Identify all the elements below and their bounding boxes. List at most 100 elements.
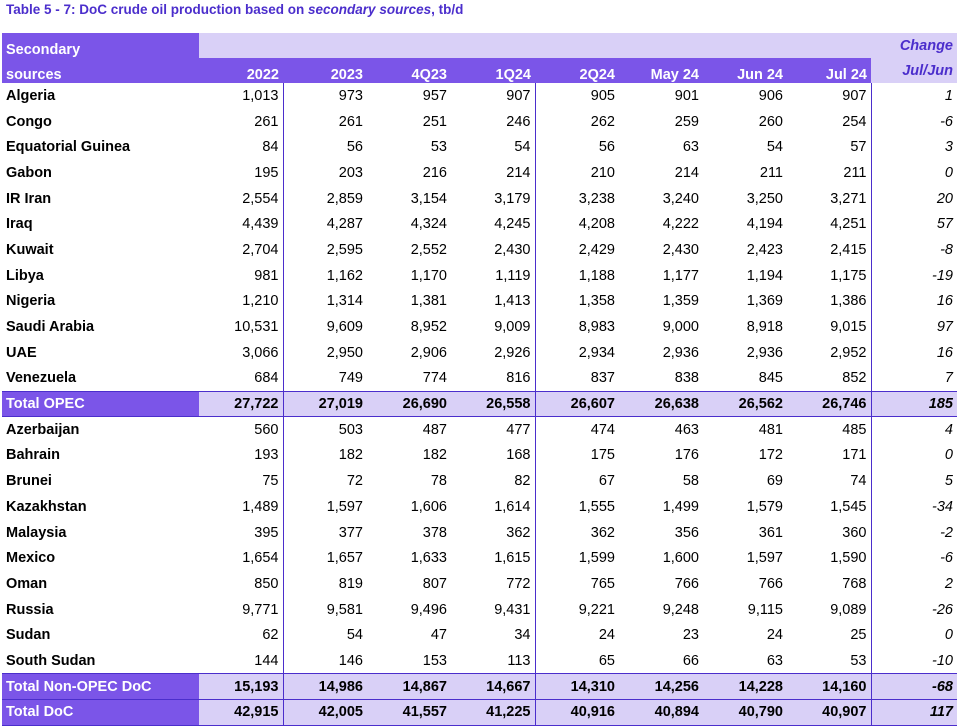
value-cell: 9,221 (534, 596, 619, 623)
row-label: UAE (6, 344, 37, 361)
value-cell: 362 (506, 524, 531, 541)
value-cell: 377 (282, 519, 367, 546)
value-cell: 4,324 (410, 216, 447, 233)
change-cell: 7 (870, 365, 957, 392)
value-cell: 2,429 (534, 237, 619, 263)
row-label: Mexico (6, 550, 56, 567)
value-cell: 40,916 (534, 699, 619, 726)
value-cell: 487 (422, 422, 447, 439)
table-row: Kazakhstan 1,489 1,597 1,606 1,614 1,555 1,499… (2, 494, 957, 520)
row-label: Azerbaijan (6, 422, 80, 439)
value-cell: 485 (842, 422, 867, 439)
row-label: Kuwait (6, 241, 54, 258)
value-cell: 8,983 (534, 314, 619, 340)
value-cell: 1,210 (242, 293, 279, 310)
table-row: South Sudan 144 146 153 113 65 66 63 53 -10 (2, 648, 957, 674)
value-cell: 378 (422, 524, 447, 541)
table-row: Venezuela 684 749 774 816 837 838 845 852 7 (2, 365, 957, 392)
table-row: Russia 9,771 9,581 9,496 9,431 9,221 9,248 9,11… (2, 596, 957, 623)
value-cell: 260 (758, 113, 783, 130)
change-cell: 97 (870, 314, 957, 340)
value-cell: 819 (282, 571, 367, 597)
value-cell: 2,704 (242, 241, 279, 258)
column-header: 2023 (283, 58, 367, 83)
value-cell: 463 (674, 422, 699, 439)
value-cell: 195 (254, 164, 279, 181)
header-change: Change (871, 33, 957, 58)
value-cell: 26,607 (534, 390, 619, 418)
value-cell: 1,359 (662, 293, 699, 310)
table-row: Mexico 1,654 1,657 1,633 1,615 1,599 1,600 1,59… (2, 545, 957, 572)
value-cell: 25 (850, 627, 867, 644)
column-header: 4Q23 (367, 58, 451, 83)
value-cell: 560 (254, 422, 279, 439)
change-cell: 57 (870, 211, 957, 238)
value-cell: 176 (674, 447, 699, 464)
row-label: IR Iran (6, 190, 52, 207)
value-cell: 1,162 (282, 262, 367, 289)
value-cell: 26,562 (703, 390, 787, 418)
value-cell: 63 (682, 139, 699, 156)
value-cell: 2,950 (282, 339, 367, 366)
value-cell: 24 (766, 627, 783, 644)
value-cell: 171 (842, 447, 867, 464)
column-header: 2022 (199, 58, 283, 83)
table-row: Congo 261 261 251 246 262 259 260 254 -6 (2, 108, 957, 135)
column-header: 2Q24 (535, 58, 619, 83)
value-cell: 361 (758, 524, 783, 541)
column-header-change: Jul/Jun (871, 58, 957, 83)
change-cell: -2 (870, 519, 957, 546)
value-cell: 2,926 (494, 344, 531, 361)
change-cell: 16 (870, 339, 957, 366)
row-label: Russia (6, 601, 54, 618)
header-sources: sources (2, 58, 199, 83)
value-cell: 262 (534, 108, 619, 135)
change-cell: 117 (870, 699, 957, 726)
value-cell: 34 (514, 627, 531, 644)
value-cell: 1,555 (534, 494, 619, 520)
table-row: Oman 850 819 807 772 765 766 766 768 2 (2, 571, 957, 597)
value-cell: 214 (506, 164, 531, 181)
change-cell: 16 (870, 288, 957, 315)
title-prefix: Table 5 - 7: DoC crude oil production ba… (6, 2, 309, 17)
value-cell: 9,581 (282, 596, 367, 623)
total-row: Total DoC 42,915 42,005 41,557 41,225 40,916 4… (2, 699, 957, 726)
value-cell: 40,790 (703, 699, 787, 726)
value-cell: 84 (262, 139, 279, 156)
value-cell: 906 (758, 87, 783, 104)
value-cell: 684 (254, 370, 279, 387)
value-cell: 1,614 (494, 498, 531, 515)
row-label: South Sudan (6, 652, 96, 669)
table-row: Gabon 195 203 216 214 210 214 211 211 0 (2, 160, 957, 186)
value-cell: 9,496 (410, 601, 447, 618)
change-cell: -68 (870, 673, 957, 700)
value-cell: 1,188 (534, 262, 619, 289)
value-cell: 259 (674, 113, 699, 130)
value-cell: 144 (254, 652, 279, 669)
value-cell: 957 (422, 87, 447, 104)
value-cell: 9,771 (242, 601, 279, 618)
value-cell: 1,194 (746, 267, 783, 284)
value-cell: 3,271 (830, 190, 867, 207)
row-label: Brunei (6, 473, 52, 490)
value-cell: 40,907 (787, 699, 871, 726)
value-cell: 9,000 (662, 319, 699, 336)
value-cell: 907 (842, 87, 867, 104)
value-cell: 54 (514, 139, 531, 156)
header-row-2: sources 2022 2023 4Q23 1Q24 2Q24 May 24 … (2, 58, 957, 83)
column-header: Jun 24 (703, 58, 787, 83)
value-cell: 1,615 (494, 550, 531, 567)
production-table: Secondary Change sources 2022 2023 4Q23 … (2, 33, 957, 726)
value-cell: 4,222 (662, 216, 699, 233)
value-cell: 2,859 (282, 185, 367, 212)
value-cell: 9,089 (830, 601, 867, 618)
table-row: Saudi Arabia 10,531 9,609 8,952 9,009 8,983 9,… (2, 314, 957, 340)
value-cell: 4,439 (242, 216, 279, 233)
value-cell: 74 (850, 473, 867, 490)
value-cell: 261 (282, 108, 367, 135)
value-cell: 216 (422, 164, 447, 181)
table-body: Algeria 1,013 973 957 907 905 901 906 907 1 Congo 2… (2, 83, 957, 726)
value-cell: 261 (254, 113, 279, 130)
value-cell: 973 (282, 83, 367, 109)
value-cell: 211 (759, 164, 783, 181)
